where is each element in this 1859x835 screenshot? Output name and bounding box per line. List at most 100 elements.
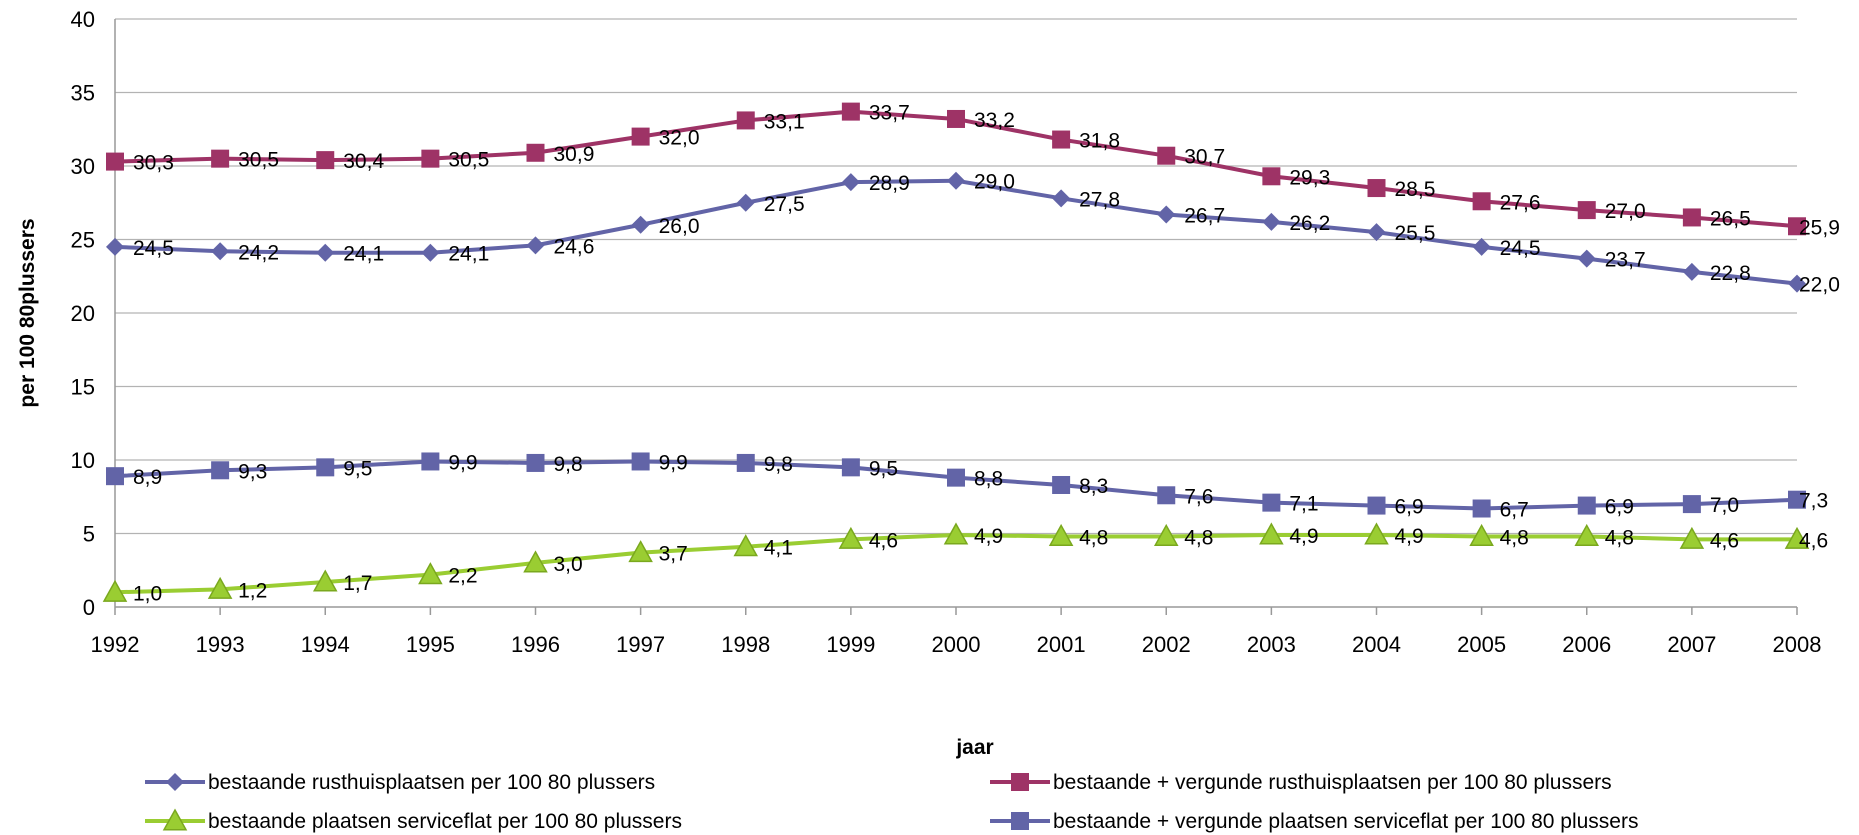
series-1-point (631, 215, 650, 234)
series-4-point (1157, 486, 1176, 505)
series-2-point (736, 111, 755, 130)
series-3-data-label: 1,7 (343, 572, 372, 595)
series-2-point (631, 127, 650, 146)
series-4-data-label: 9,5 (343, 457, 372, 480)
x-tick-label: 2005 (1457, 632, 1506, 657)
series-2-point (1367, 179, 1386, 198)
series-4-point (421, 452, 440, 471)
series-3-point (1364, 522, 1389, 545)
series-4-data-label: 6,9 (1395, 496, 1424, 519)
x-tick-label: 2001 (1037, 632, 1086, 657)
series-1-point (1472, 237, 1491, 256)
series-3-data-label: 4,6 (1799, 529, 1828, 552)
series-2-point (211, 149, 230, 168)
series-3-data-label: 1,0 (133, 582, 162, 605)
series-1-point (1157, 205, 1176, 224)
series-3-data-label: 3,7 (659, 543, 688, 566)
x-tick-label: 2008 (1773, 632, 1822, 657)
series-4-point (736, 453, 755, 472)
series-4-point (1472, 499, 1491, 518)
series-2-data-label: 30,4 (343, 150, 384, 173)
series-4-point (1262, 493, 1281, 512)
series-3-data-label: 4,9 (1395, 525, 1424, 548)
series-4-point (1052, 475, 1071, 494)
series-4-data-label: 9,3 (238, 460, 267, 483)
x-tick-label: 1999 (826, 632, 875, 657)
series-2-point (316, 151, 335, 170)
series-2-data-label: 30,7 (1184, 146, 1225, 169)
series-4-data-label: 6,9 (1605, 496, 1634, 519)
series-3-point (1259, 522, 1284, 545)
series-3-data-label: 2,2 (448, 565, 477, 588)
legend-entry-1: bestaande rusthuisplaatsen per 100 80 pl… (208, 771, 655, 794)
series-4-data-label: 9,8 (764, 453, 793, 476)
series-4-point (526, 453, 545, 472)
y-axis-title: per 100 80plussers (16, 218, 39, 407)
series-3-data-label: 4,8 (1184, 526, 1213, 549)
y-tick-label: 25 (71, 228, 95, 253)
series-2-data-label: 30,5 (448, 149, 489, 172)
series-3-point (838, 526, 864, 549)
series-1-point (1367, 223, 1386, 242)
series-1-data-label: 24,1 (343, 243, 384, 266)
legend-entry-3: bestaande plaatsen serviceflat per 100 8… (208, 810, 682, 833)
series-4-data-label: 8,8 (974, 468, 1003, 491)
series-3-point (628, 540, 653, 563)
series-2-data-label: 33,7 (869, 102, 910, 125)
series-3-data-label: 4,8 (1079, 526, 1108, 549)
series-4-data-label: 6,7 (1500, 499, 1529, 522)
series-3-point (102, 579, 128, 602)
series-3-data-label: 4,1 (764, 537, 793, 560)
series-4-data-label: 9,5 (869, 457, 898, 480)
series-3-data-label: 4,6 (1710, 529, 1739, 552)
series-2-point (1157, 146, 1176, 165)
y-tick-label: 35 (71, 81, 95, 106)
series-1-data-label: 27,5 (764, 193, 805, 216)
series-2-data-label: 33,2 (974, 109, 1015, 132)
series-3-point (1679, 526, 1705, 549)
series-2-data-label: 31,8 (1079, 130, 1120, 153)
y-tick-label: 30 (71, 154, 95, 179)
legend-entry-2: bestaande + vergunde rusthuisplaatsen pe… (1053, 771, 1612, 794)
series-2-point (421, 149, 440, 168)
series-3-data-label: 4,8 (1605, 526, 1634, 549)
series-4-data-label: 8,9 (133, 466, 162, 489)
series-3-data-label: 1,2 (238, 579, 267, 602)
series-3-point (523, 550, 548, 573)
series-4-point (631, 452, 650, 471)
series-1-data-label: 28,9 (869, 172, 910, 195)
series-4-data-label: 9,9 (659, 451, 688, 474)
series-4-data-label: 9,9 (448, 451, 477, 474)
series-1-point (841, 173, 860, 192)
series-4-point (841, 458, 860, 477)
x-tick-label: 1994 (301, 632, 350, 657)
series-4-data-label: 7,0 (1710, 494, 1739, 517)
series-4-point (1682, 495, 1701, 514)
series-1-data-label: 23,7 (1605, 249, 1646, 272)
series-2-data-label: 25,9 (1799, 216, 1840, 239)
series-4-point (211, 461, 230, 480)
legend-marker (1011, 812, 1029, 830)
series-3-data-label: 4,6 (869, 529, 898, 552)
y-tick-label: 0 (83, 595, 95, 620)
series-line-1 (114, 178, 1798, 286)
series-1-data-label: 22,0 (1799, 274, 1840, 297)
series-1-data-label: 25,5 (1395, 222, 1436, 245)
series-1-point (211, 242, 230, 261)
x-tick-label: 2002 (1142, 632, 1191, 657)
series-2-point (1472, 192, 1491, 211)
x-tick-label: 2004 (1352, 632, 1401, 657)
series-4-point (947, 468, 965, 487)
series-3-data-label: 4,8 (1500, 526, 1529, 549)
series-4-data-label: 8,3 (1079, 475, 1108, 498)
series-1-point (736, 193, 755, 212)
series-3-point (1574, 523, 1600, 546)
series-3-point (1048, 523, 1074, 546)
legend-entry-4: bestaande + vergunde plaatsen servicefla… (1053, 810, 1638, 833)
series-2-point (1682, 208, 1701, 227)
series-3-data-label: 4,9 (1289, 525, 1318, 548)
series-2-data-label: 32,0 (659, 127, 700, 150)
series-3-data-label: 3,0 (554, 553, 583, 576)
